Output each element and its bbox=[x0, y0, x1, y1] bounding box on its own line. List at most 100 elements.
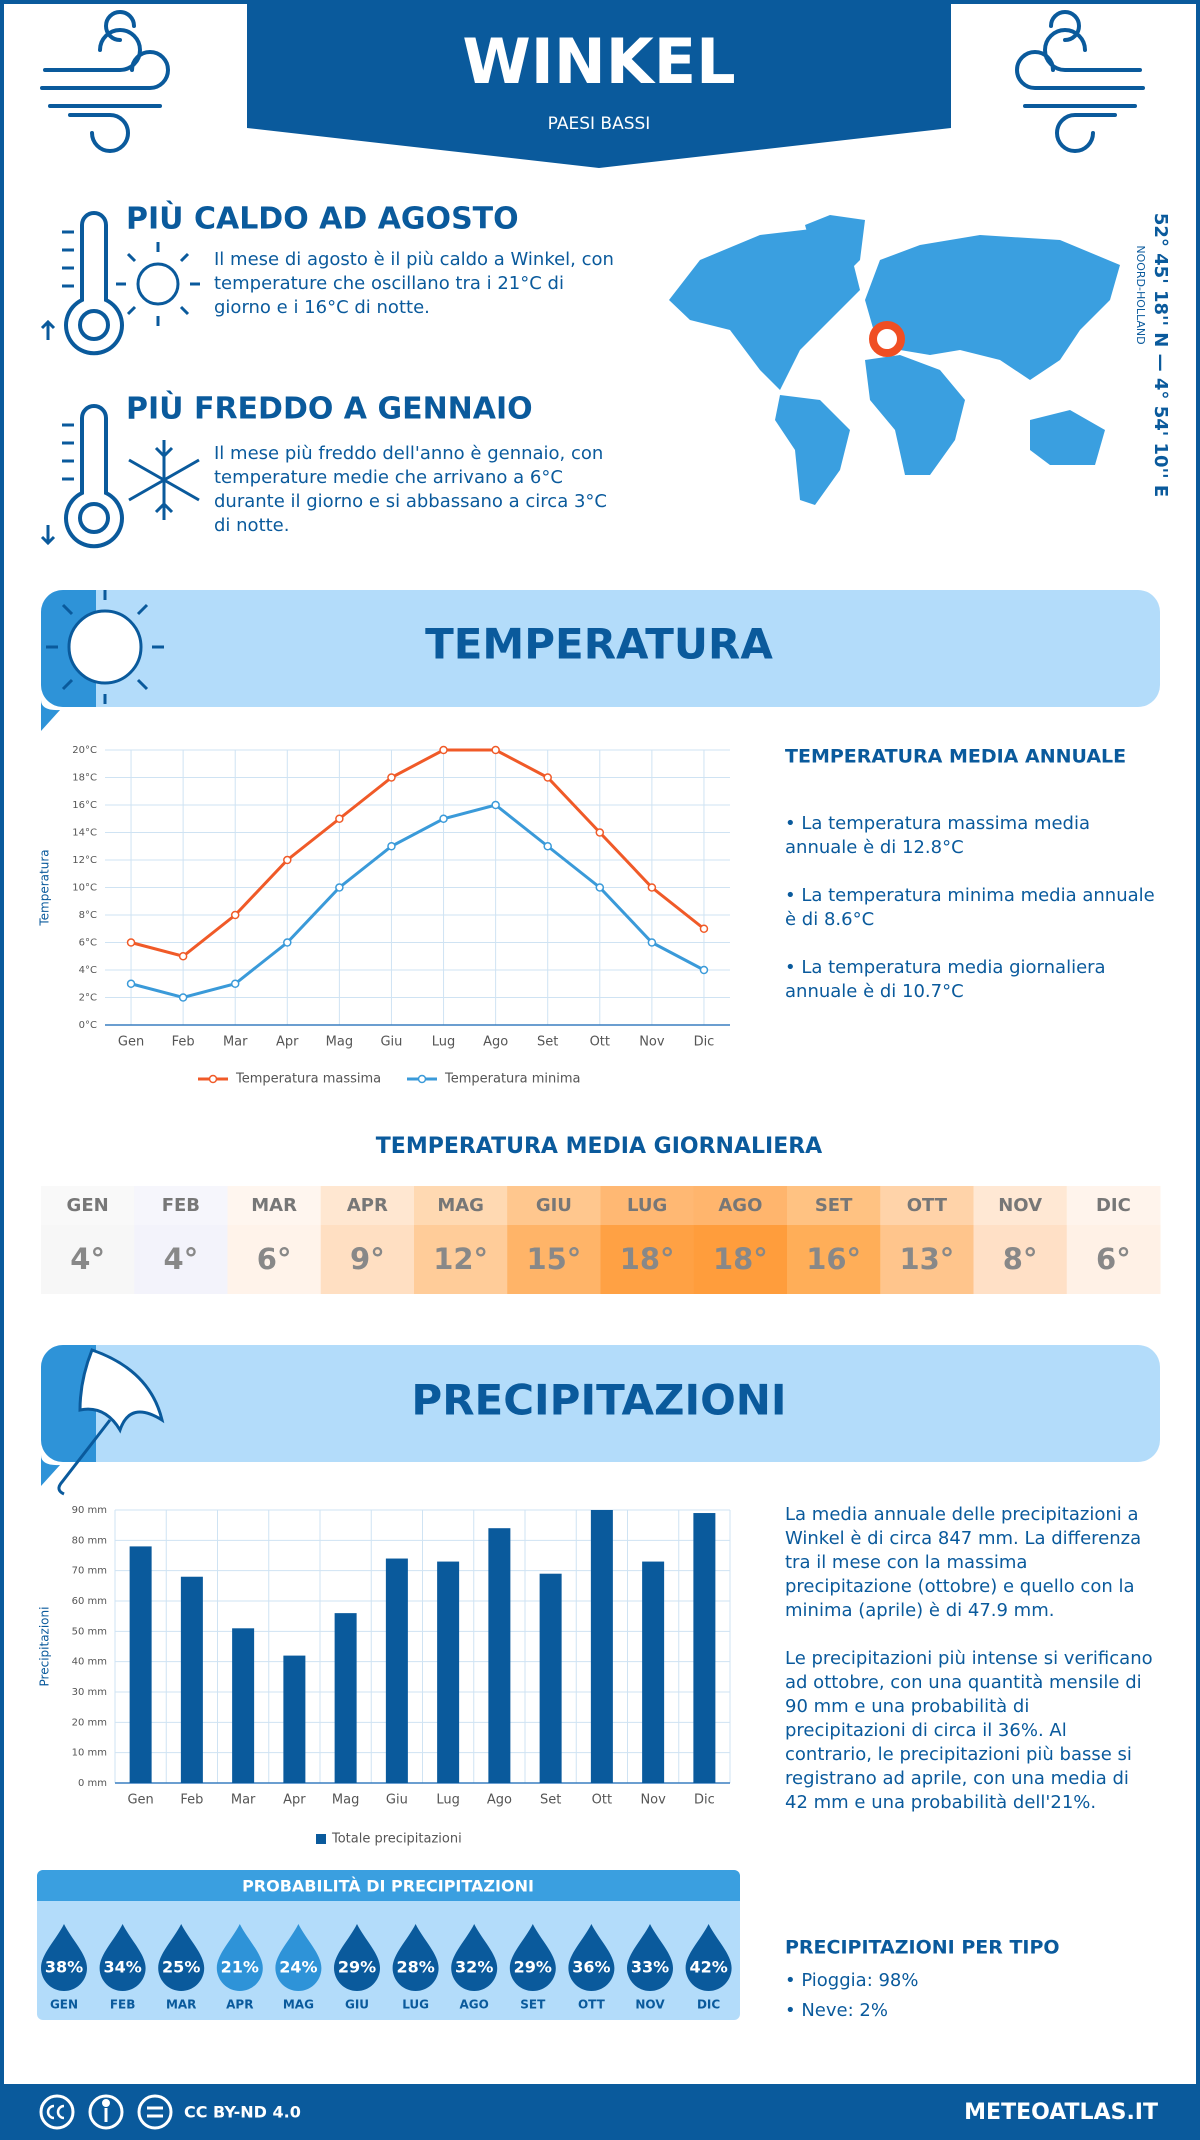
table-value: 9° bbox=[350, 1242, 385, 1276]
point bbox=[178, 993, 188, 1002]
section-banner bbox=[41, 590, 1160, 707]
x-tick-label: Mag bbox=[332, 1793, 359, 1808]
drop bbox=[627, 1924, 673, 1991]
drop bbox=[451, 1924, 498, 1991]
banner-tail bbox=[41, 700, 60, 731]
legend-label: Temperatura massima bbox=[235, 1072, 381, 1087]
table-month: SET bbox=[815, 1195, 853, 1216]
y-tick-label: 2°C bbox=[79, 993, 97, 1004]
table-month: FEB bbox=[162, 1195, 200, 1216]
point bbox=[439, 814, 448, 823]
drop-month: OTT bbox=[578, 1998, 606, 2012]
x-tick-label: Giu bbox=[380, 1035, 402, 1050]
drop-value: 28% bbox=[396, 1958, 434, 1977]
table-month: AGO bbox=[718, 1195, 762, 1216]
table-value: 6° bbox=[1096, 1242, 1131, 1276]
probability-box bbox=[37, 1870, 740, 2020]
umbrella-icon bbox=[57, 1348, 165, 1496]
point bbox=[595, 883, 605, 892]
drop-value: 36% bbox=[572, 1958, 610, 1977]
x-tick-label: Nov bbox=[640, 1793, 666, 1808]
y-tick-label: 20 mm bbox=[72, 1717, 107, 1728]
drop bbox=[685, 1924, 732, 1991]
point bbox=[647, 938, 657, 947]
city-title: WINKEL bbox=[462, 25, 735, 98]
point bbox=[230, 979, 240, 988]
x-tick-label: Ago bbox=[483, 1035, 508, 1050]
x-tick-label: Mar bbox=[223, 1035, 248, 1050]
table-cell bbox=[973, 1186, 1068, 1294]
y-tick-label: 18°C bbox=[72, 773, 97, 784]
bar bbox=[232, 1628, 255, 1783]
point bbox=[595, 828, 605, 837]
x-tick-label: Lug bbox=[436, 1793, 460, 1808]
legend-marker bbox=[417, 1074, 427, 1084]
table-value: 18° bbox=[713, 1242, 768, 1276]
license-icons bbox=[39, 2094, 173, 2130]
x-tick-label: Dic bbox=[694, 1035, 715, 1050]
table-cell bbox=[693, 1186, 788, 1294]
bar bbox=[488, 1528, 511, 1783]
thermometer-hot-icon bbox=[40, 211, 200, 356]
site: METEOATLAS.IT bbox=[964, 2100, 1158, 2125]
highlight-text: Il mese più freddo dell'anno è gennaio, … bbox=[214, 443, 607, 536]
drop-value: 29% bbox=[514, 1958, 552, 1977]
table-month: MAR bbox=[251, 1195, 297, 1216]
banner-tail bbox=[41, 1455, 60, 1486]
point bbox=[126, 979, 136, 988]
x-tick-label: Set bbox=[537, 1035, 558, 1050]
paragraph: Le precipitazioni più intense si verific… bbox=[785, 1648, 1153, 1813]
point bbox=[699, 965, 709, 975]
table-month: GIU bbox=[536, 1195, 572, 1216]
table-header-shade bbox=[507, 1186, 601, 1225]
y-tick-label: 4°C bbox=[79, 965, 97, 976]
point bbox=[699, 924, 709, 933]
point bbox=[283, 938, 292, 947]
type-item: • Pioggia: 98% bbox=[785, 1970, 919, 1991]
drop bbox=[275, 1924, 322, 1991]
table-month: APR bbox=[347, 1195, 388, 1216]
country: PAESI BASSI bbox=[548, 114, 651, 134]
table-value: 6° bbox=[257, 1242, 292, 1276]
y-tick-label: 12°C bbox=[72, 855, 97, 866]
table-header-shade bbox=[973, 1186, 1068, 1225]
table-value: 12° bbox=[433, 1242, 488, 1276]
x-tick-label: Giu bbox=[386, 1793, 408, 1808]
bar bbox=[539, 1573, 562, 1783]
drop-value: 42% bbox=[689, 1958, 727, 1977]
x-tick-label: Feb bbox=[172, 1035, 195, 1050]
table-header-shade bbox=[787, 1186, 881, 1225]
table-header-shade bbox=[880, 1186, 974, 1225]
table-cell bbox=[787, 1186, 881, 1294]
x-tick-label: Apr bbox=[276, 1035, 299, 1050]
y-tick-label: 10°C bbox=[72, 883, 97, 894]
y-tick-label: 60 mm bbox=[72, 1596, 107, 1607]
x-tick-label: Gen bbox=[127, 1793, 153, 1808]
drop bbox=[216, 1924, 263, 1991]
table-value: 8° bbox=[1003, 1242, 1038, 1276]
x-tick-label: Ott bbox=[592, 1793, 612, 1808]
table-month: LUG bbox=[627, 1195, 667, 1216]
type-item: • Neve: 2% bbox=[785, 2000, 888, 2021]
table-month: DIC bbox=[1096, 1195, 1131, 1216]
paragraph: La media annuale delle precipitazioni a … bbox=[785, 1504, 1142, 1621]
table-cell bbox=[41, 1186, 135, 1294]
line bbox=[130, 803, 705, 1000]
y-axis-label: Precipitazioni bbox=[38, 1607, 52, 1687]
wind-icon bbox=[1015, 10, 1145, 153]
x-tick-label: Nov bbox=[639, 1035, 665, 1050]
coordinates: 52° 45' 18'' N — 4° 54' 10'' E bbox=[1150, 213, 1171, 497]
summary-title: TEMPERATURA MEDIA ANNUALE bbox=[785, 746, 1126, 768]
bar bbox=[642, 1561, 665, 1783]
table-value: 18° bbox=[620, 1242, 675, 1276]
drop-value: 33% bbox=[631, 1958, 669, 1977]
section-title: PRECIPITAZIONI bbox=[411, 1376, 786, 1425]
table-month: MAG bbox=[437, 1195, 484, 1216]
table-cell bbox=[1066, 1186, 1161, 1294]
table-cell bbox=[414, 1186, 508, 1294]
y-axis-label: Temperatura bbox=[38, 849, 52, 926]
section-title: TEMPERATURA bbox=[425, 620, 773, 669]
bar bbox=[437, 1561, 460, 1783]
